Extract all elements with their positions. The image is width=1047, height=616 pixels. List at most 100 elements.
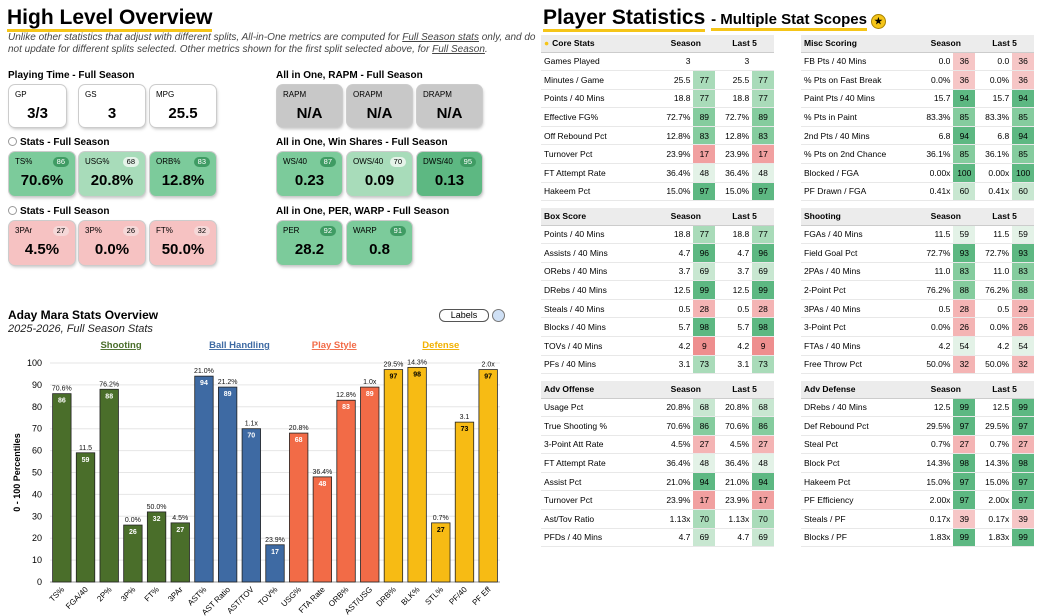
- table-row: Points / 40 Mins 18.8 77 18.8 77: [541, 225, 774, 245]
- subtitle-link-full-season-stats[interactable]: Full Season stats: [402, 32, 479, 43]
- stat-value: 25.5: [715, 70, 753, 90]
- group-label: Play Style: [312, 340, 357, 351]
- bar-value-label: 76.2%: [99, 381, 119, 388]
- column-header-season[interactable]: Season: [656, 208, 716, 226]
- radio-icon[interactable]: [8, 137, 17, 146]
- x-tick-label: FTA Rate: [297, 585, 327, 615]
- table-title: ● Core Stats: [541, 35, 657, 53]
- labels-toggle-switch[interactable]: [492, 309, 505, 322]
- stat-percentile: 17: [752, 490, 774, 511]
- stat-percentile: 100: [953, 163, 976, 183]
- table-header-row: ● Core Stats Season Last 5: [541, 35, 774, 53]
- per-warp-title: All in One, PER, WARP - Full Season: [276, 206, 450, 217]
- column-header-season[interactable]: Season: [916, 208, 976, 226]
- stat-value: 0.0: [975, 52, 1013, 72]
- stat-percentile: 98: [1012, 453, 1034, 473]
- stat-name: Blocked / FGA: [801, 163, 917, 183]
- stat-value: 2.00x: [975, 490, 1013, 511]
- stat-value: 12.5: [715, 280, 753, 300]
- column-header-last5[interactable]: Last 5: [975, 208, 1034, 226]
- table-header-row: Misc Scoring Season Last 5: [801, 35, 1034, 53]
- stat-percentile: 94: [1012, 89, 1034, 109]
- card-label: OWS/40: [353, 157, 384, 166]
- stat-value: 4.7: [715, 528, 753, 548]
- basketball-icon[interactable]: ★: [870, 14, 886, 29]
- table-title: Adv Offense: [541, 381, 657, 399]
- card-label: GS: [85, 90, 97, 99]
- stat-value: 4.2: [715, 336, 753, 356]
- stat-value: 0.0%: [975, 317, 1013, 338]
- stats-section-title-2: Stats - Full Season: [8, 206, 109, 217]
- card-value: 0.09: [364, 172, 395, 189]
- table-row: 2PAs / 40 Mins 11.0 83 11.0 83: [801, 262, 1034, 282]
- card-value: 20.8%: [90, 172, 134, 189]
- stat-value: 23.9%: [715, 144, 753, 165]
- stat-name: Blocks / PF: [801, 528, 917, 548]
- y-tick-label: 0: [37, 577, 42, 587]
- stat-percentile: 89: [693, 107, 716, 127]
- stat-percentile: 93: [953, 243, 976, 263]
- stat-value: 3.1: [656, 355, 694, 375]
- stat-percentile: 48: [693, 163, 716, 183]
- column-header-last5[interactable]: Last 5: [975, 381, 1034, 399]
- bar: [194, 375, 214, 583]
- stat-value: 4.7: [656, 243, 694, 263]
- labels-toggle-button[interactable]: Labels: [439, 309, 489, 322]
- stat-percentile: 36: [1012, 52, 1034, 72]
- stat-value: 15.0%: [656, 182, 694, 202]
- card-value: 3: [107, 105, 117, 122]
- bar: [123, 524, 143, 583]
- bar: [217, 386, 238, 583]
- percentile-badge: 32: [193, 226, 210, 236]
- stat-value: 15.0%: [975, 472, 1013, 492]
- stat-value: 0.00x: [916, 163, 954, 183]
- table-row: DRebs / 40 Mins 12.5 99 12.5 99: [801, 398, 1034, 418]
- stat-percentile: 99: [953, 398, 976, 418]
- stat-name: Hakeem Pct: [541, 182, 657, 202]
- stat-value: 5.7: [656, 317, 694, 338]
- stat-value: 4.2: [656, 336, 694, 356]
- stat-percentile: 98: [693, 317, 716, 338]
- stat-percentile: 60: [1012, 182, 1034, 202]
- radio-icon[interactable]: [8, 206, 17, 215]
- stat-value: 36.4%: [715, 163, 753, 183]
- group-label: Ball Handling: [209, 340, 270, 351]
- column-header-last5[interactable]: Last 5: [715, 381, 774, 399]
- card-label: PER: [283, 226, 300, 235]
- stat-value: 15.0%: [715, 182, 753, 202]
- stat-name: FT Attempt Rate: [541, 163, 657, 183]
- column-header-season[interactable]: Season: [916, 381, 976, 399]
- card-gs: GS 3: [79, 85, 145, 127]
- stat-percentile: 36: [953, 70, 976, 90]
- stat-percentile: 59: [1012, 225, 1034, 245]
- column-header-season[interactable]: Season: [916, 35, 976, 53]
- card-label: DWS/40: [423, 157, 453, 166]
- stat-name: ORebs / 40 Mins: [541, 262, 657, 282]
- subtitle-link-full-season[interactable]: Full Season: [432, 44, 485, 55]
- stat-value: 72.7%: [975, 243, 1013, 263]
- bar-percentile-label: 73: [461, 426, 469, 433]
- table-row: DRebs / 40 Mins 12.5 99 12.5 99: [541, 280, 774, 300]
- card-ws40: WS/40 87 0.23: [277, 152, 342, 196]
- stat-percentile: 28: [752, 299, 774, 319]
- column-header-season[interactable]: Season: [656, 35, 716, 53]
- stat-percentile: [752, 52, 774, 72]
- y-tick-label: 60: [32, 446, 42, 456]
- stat-value: 0.0%: [916, 317, 954, 338]
- stat-name: 3-Point Att Rate: [541, 435, 657, 455]
- stat-value: 3.1: [715, 355, 753, 375]
- bar: [312, 476, 333, 583]
- card-drapm: DRAPM N/A: [417, 85, 482, 127]
- column-header-last5[interactable]: Last 5: [715, 208, 774, 226]
- stat-value: 25.5: [656, 70, 694, 90]
- column-header-season[interactable]: Season: [656, 381, 716, 399]
- stat-value: 0.00x: [975, 163, 1013, 183]
- stat-value: 0.41x: [916, 182, 954, 202]
- stats-table-box-score: Box Score Season Last 5 Points / 40 Mins 18.…: [541, 208, 774, 375]
- column-header-last5[interactable]: Last 5: [975, 35, 1034, 53]
- stat-percentile: 70: [752, 509, 774, 529]
- column-header-last5[interactable]: Last 5: [715, 35, 774, 53]
- y-tick-label: 20: [32, 533, 42, 543]
- table-row: Steals / PF 0.17x 39 0.17x 39: [801, 509, 1034, 529]
- stat-value: 83.3%: [916, 107, 954, 127]
